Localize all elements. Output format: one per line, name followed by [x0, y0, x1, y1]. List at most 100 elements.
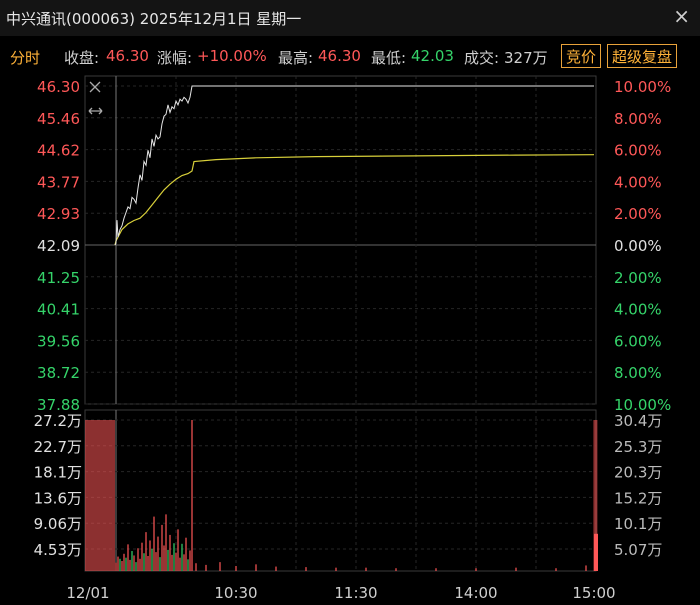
price-tick-label: 45.46: [37, 110, 80, 128]
price-tick-label: 46.30: [37, 78, 80, 96]
time-tick-label: 15:00: [572, 584, 615, 602]
volume-bar: [171, 554, 173, 571]
percent-tick-label: 10.00%: [614, 396, 671, 414]
super-replay-button[interactable]: 超级复盘: [607, 44, 678, 68]
volume-tick-label: 22.7万: [34, 438, 82, 456]
volume-bar: [175, 552, 177, 571]
volume-bar: [135, 562, 137, 571]
volume-bar: [145, 532, 147, 571]
volume-tick-label: 9.06万: [34, 515, 82, 533]
volume-bar: [515, 567, 517, 571]
volume-tick-label: 27.2万: [34, 412, 82, 430]
volume-right-tick-label: 25.3万: [614, 438, 662, 456]
volume-bar: [165, 514, 167, 571]
volume-right-tick-label: 20.3万: [614, 464, 662, 482]
volume-value: 327万: [504, 49, 548, 67]
closing-auction-bar: [594, 533, 598, 571]
intraday-chart[interactable]: 46.30 10.00% 45.46 8.00% 44.62 6.00% 43.77 4.00…: [0, 74, 700, 605]
volume-bar: [117, 556, 119, 571]
volume-bar: [235, 566, 237, 571]
axis-labels: 46.30 10.00% 45.46 8.00% 44.62 6.00% 43.77 4.00…: [34, 78, 672, 602]
volume-bar: [133, 555, 135, 571]
volume-bar: [205, 564, 207, 571]
price-tick-label: 39.56: [37, 332, 80, 350]
title-bar: 中兴通讯(000063) 2025年12月1日 星期一 ×: [0, 0, 700, 36]
volume-bar: [157, 536, 159, 571]
volume-bar: [395, 568, 397, 571]
info-bar: 分时 收盘: 46.30 涨幅: +10.00% 最高: 46.30 最低: 4…: [0, 40, 700, 74]
window-title: 中兴通讯(000063) 2025年12月1日 星期一: [6, 10, 302, 28]
price-panel-frame: [84, 75, 597, 405]
close-icon[interactable]: ×: [673, 4, 690, 28]
volume-bars: [85, 420, 598, 571]
volume-bar: [365, 567, 367, 571]
volume-bar: [163, 545, 165, 571]
percent-tick-label: 4.00%: [614, 301, 662, 319]
volume-bar: [137, 548, 139, 571]
volume-right-tick-label: 15.2万: [614, 489, 662, 507]
volume-bar: [195, 563, 197, 571]
price-tick-label: 42.09: [37, 237, 80, 255]
volume-bar: [167, 549, 169, 571]
percent-tick-label: 2.00%: [614, 205, 662, 223]
time-tick-label: 12/01: [66, 584, 109, 602]
crosshair-close-icon[interactable]: [89, 81, 101, 93]
percent-tick-label: 8.00%: [614, 364, 662, 382]
volume-bar: [141, 542, 143, 571]
percent-tick-label: 6.00%: [614, 142, 662, 160]
percent-tick-label: 10.00%: [614, 78, 671, 96]
time-tick-label: 14:00: [454, 584, 497, 602]
volume-bar: [161, 524, 163, 571]
volume-tick-label: 4.53万: [34, 541, 82, 559]
volume-bar: [593, 420, 598, 571]
volume-bar: [85, 420, 115, 571]
volume-bar: [177, 529, 179, 571]
volume-right-tick-label: 30.4万: [614, 412, 662, 430]
volume-bar: [169, 534, 171, 571]
time-tick-label: 10:30: [214, 584, 257, 602]
volume-bar: [305, 567, 307, 571]
price-tick-label: 41.25: [37, 269, 80, 287]
volume-bar: [143, 553, 145, 571]
auction-button[interactable]: 竞价: [561, 44, 602, 68]
price-tick-label: 42.93: [37, 205, 80, 223]
price-tick-label: 37.88: [37, 396, 80, 414]
volume-bar: [435, 568, 437, 571]
volume-bar: [159, 557, 161, 571]
volume-bar: [131, 551, 133, 571]
volume-bar: [139, 558, 141, 571]
volume-bar: [185, 537, 187, 571]
volume-bar: [149, 540, 151, 571]
volume-bar: [121, 561, 123, 571]
volume-bar: [115, 562, 117, 571]
time-tick-label: 11:30: [334, 584, 377, 602]
price-line: [114, 85, 594, 246]
volume-bar: [555, 568, 557, 571]
close-value: 46.30: [106, 47, 149, 65]
volume-tick-label: 18.1万: [34, 464, 82, 482]
price-tick-label: 38.72: [37, 364, 80, 382]
expand-arrows-icon[interactable]: [88, 107, 103, 115]
volume-bar: [189, 550, 191, 571]
volume-bar: [335, 567, 337, 571]
volume-bar: [187, 559, 189, 571]
percent-tick-label: 2.00%: [614, 269, 662, 287]
volume-bar: [191, 420, 193, 571]
tab-fenshi[interactable]: 分时: [10, 49, 41, 67]
volume-bar: [153, 516, 155, 571]
volume-bar: [179, 557, 181, 571]
volume-bar: [275, 566, 277, 571]
price-tick-label: 40.41: [37, 301, 80, 319]
volume-bar: [173, 543, 175, 571]
volume-label: 成交:: [464, 49, 500, 67]
percent-tick-label: 6.00%: [614, 332, 662, 350]
volume-bar: [125, 557, 127, 571]
low-label: 最低:: [371, 49, 407, 67]
volume-bar: [119, 558, 121, 571]
volume-bar: [585, 565, 587, 571]
volume-bar: [181, 543, 183, 571]
volume-bar: [219, 562, 221, 571]
volume-tick-label: 13.6万: [34, 489, 82, 507]
change-label: 涨幅:: [157, 49, 193, 67]
volume-bar: [475, 568, 477, 571]
